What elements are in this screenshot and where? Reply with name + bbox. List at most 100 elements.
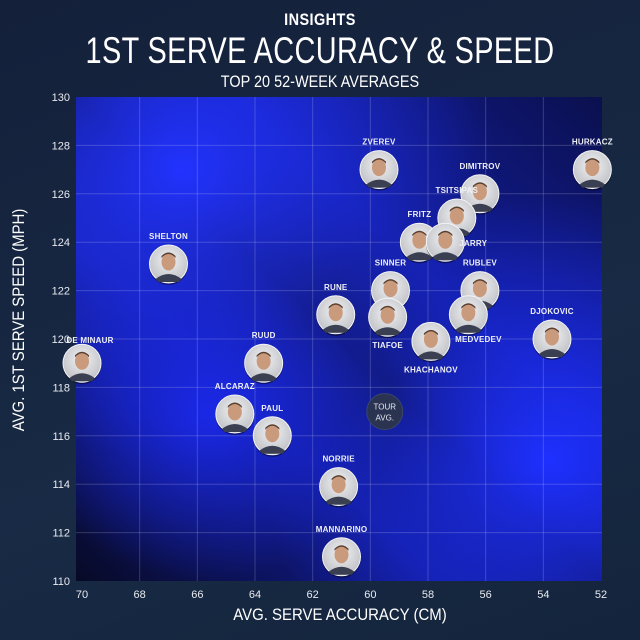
player-hair-icon	[412, 230, 427, 237]
x-tick-label: 64	[249, 589, 261, 601]
player-label: DE MINAUR	[66, 336, 113, 345]
player-point: MANNARINO	[316, 525, 368, 578]
x-tick-label: 68	[134, 589, 146, 601]
player-label: MANNARINO	[316, 525, 368, 534]
player-point: PAUL	[252, 404, 292, 457]
player-hair-icon	[544, 327, 559, 333]
player-hair-icon	[585, 158, 600, 164]
player-hair-icon	[328, 303, 343, 309]
player-shirt-icon	[455, 324, 482, 333]
chart-subtitle: TOP 20 52-WEEK AVERAGES	[220, 72, 420, 91]
kicker: INSIGHTS	[284, 10, 356, 29]
player-label: HURKACZ	[572, 138, 613, 147]
player-hair-icon	[227, 402, 242, 409]
player-shirt-icon	[365, 179, 392, 188]
player-hair-icon	[380, 305, 395, 312]
y-tick-label: 118	[52, 382, 70, 394]
x-tick-label: 62	[307, 589, 319, 601]
player-point: RUUD	[244, 331, 284, 385]
player-point: RUBLEV	[460, 259, 500, 312]
x-tick-label: 58	[422, 589, 434, 601]
player-point: RUNE	[316, 283, 356, 336]
player-label: TSITSIPAS	[436, 186, 479, 195]
player-hair-icon	[371, 158, 386, 164]
player-hair-icon	[472, 182, 487, 188]
player-hair-icon	[256, 351, 271, 358]
x-tick-label: 66	[191, 589, 203, 601]
player-label: KHACHANOV	[404, 365, 458, 374]
x-tick-label: 60	[364, 589, 376, 601]
player-head-icon	[75, 352, 89, 370]
y-tick-label: 112	[52, 528, 70, 540]
player-shirt-icon	[406, 252, 433, 261]
player-shirt-icon	[322, 324, 349, 333]
y-axis-ticks: 110 112 114 116 118 120 122 124 126 128 130	[52, 92, 70, 588]
y-tick-label: 124	[52, 237, 70, 249]
player-head-icon	[161, 253, 176, 271]
player-shirt-icon	[221, 424, 248, 433]
player-hair-icon	[75, 351, 89, 358]
player-hair-icon	[383, 279, 398, 285]
player-head-icon	[585, 159, 600, 177]
x-tick-label: 54	[537, 589, 549, 601]
y-tick-label: 120	[52, 334, 70, 346]
player-head-icon	[256, 352, 271, 370]
player-label: SINNER	[375, 259, 406, 268]
player-shirt-icon	[538, 349, 565, 357]
player-label: DJOKOVIC	[530, 307, 573, 316]
player-head-icon	[412, 231, 427, 249]
x-tick-label: 70	[76, 589, 88, 601]
y-tick-label: 126	[52, 189, 70, 201]
y-tick-label: 116	[52, 431, 70, 443]
player-label: MEDVEDEV	[455, 335, 502, 344]
player-head-icon	[423, 330, 438, 348]
player-points: TOUR AVG. ZVEREV HURKACZ DIMITROV TSITSIPAS FR…	[62, 138, 613, 578]
player-hair-icon	[334, 545, 349, 551]
player-head-icon	[472, 280, 487, 298]
player-head-icon	[544, 328, 559, 346]
player-point: KHACHANOV	[404, 321, 458, 374]
player-head-icon	[265, 425, 280, 443]
x-tick-label: 52	[595, 589, 607, 601]
player-label: RUBLEV	[463, 259, 498, 268]
player-head-icon	[328, 304, 343, 322]
player-head-icon	[380, 306, 395, 324]
player-label: ALCARAZ	[215, 382, 255, 391]
y-tick-label: 122	[52, 286, 70, 298]
player-hair-icon	[449, 206, 464, 212]
player-label: RUNE	[324, 283, 348, 292]
player-label: JARRY	[459, 239, 487, 248]
player-point: NORRIE	[319, 455, 359, 508]
player-hair-icon	[265, 424, 280, 430]
player-point: FRITZ	[399, 210, 439, 264]
tour-average-label: AVG.	[375, 414, 394, 423]
player-head-icon	[383, 280, 398, 298]
player-point: SHELTON	[149, 232, 188, 285]
tour-average-circle	[366, 393, 404, 431]
player-label: ZVEREV	[362, 138, 396, 147]
player-point: HURKACZ	[572, 138, 613, 191]
player-hair-icon	[438, 230, 453, 237]
player-label: SHELTON	[149, 232, 188, 241]
player-head-icon	[331, 476, 346, 494]
player-shirt-icon	[325, 496, 352, 505]
x-axis-ticks: 70 68 66 64 62 60 58 56 54 52	[76, 589, 607, 601]
player-label: NORRIE	[322, 455, 355, 464]
player-shirt-icon	[579, 179, 606, 188]
player-point: DJOKOVIC	[530, 307, 573, 360]
player-head-icon	[438, 231, 453, 249]
player-shirt-icon	[155, 273, 182, 282]
player-shirt-icon	[374, 327, 401, 336]
player-label: RUUD	[252, 331, 276, 340]
player-point: ZVEREV	[359, 138, 399, 191]
player-label: TIAFOE	[372, 341, 403, 350]
player-shirt-icon	[250, 373, 277, 382]
y-tick-label: 110	[52, 576, 70, 588]
tour-average-label: TOUR	[373, 403, 396, 412]
player-hair-icon	[461, 303, 476, 309]
player-point: MEDVEDEV	[448, 295, 502, 344]
player-head-icon	[334, 546, 349, 564]
y-tick-label: 128	[52, 140, 70, 152]
x-tick-label: 56	[480, 589, 492, 601]
player-shirt-icon	[417, 351, 444, 360]
